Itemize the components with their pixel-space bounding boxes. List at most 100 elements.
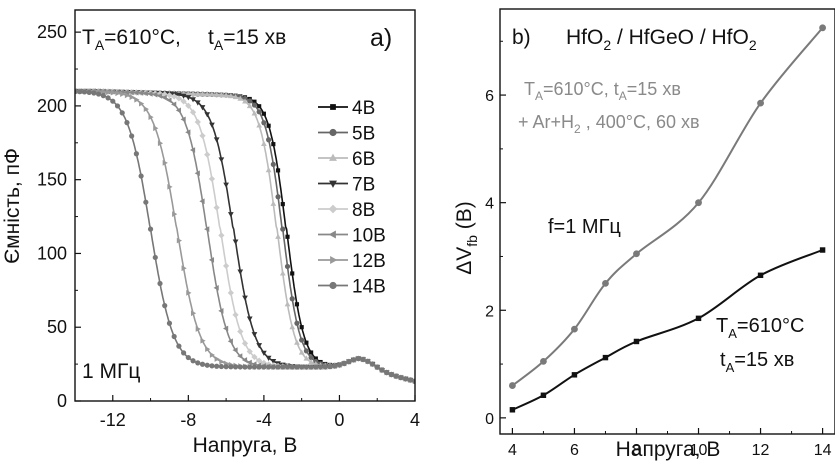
panel-b-x-tick-label: 10 xyxy=(690,442,708,459)
panel-a-point-8 xyxy=(147,226,154,232)
panel-b-point-gray xyxy=(757,99,764,107)
panel-a-point-6 xyxy=(156,92,163,99)
panel-a-point-6 xyxy=(152,91,158,98)
panel-a-point-1 xyxy=(275,168,281,173)
panel-a-point-7 xyxy=(181,265,187,272)
panel-a-point-8 xyxy=(303,364,309,370)
panel-a-point-8 xyxy=(317,364,324,370)
panel-a-point-8 xyxy=(129,133,135,139)
panel-a-point-4 xyxy=(256,343,263,349)
panel-a-point-6 xyxy=(137,90,144,96)
panel-a-point-8 xyxy=(237,364,243,370)
panel-a-point-3 xyxy=(227,92,234,99)
panel-b-point-black xyxy=(509,407,516,413)
panel-a-point-4 xyxy=(185,95,192,101)
panel-b-point-black xyxy=(819,247,826,253)
panel-a-corner-label: 1 МГц xyxy=(82,360,140,383)
panel-a-point-5 xyxy=(175,95,183,102)
panel-b-x-axis-label: Напруга, В xyxy=(616,438,721,461)
panel-a-point-2 xyxy=(275,194,281,200)
panel-b-point-black xyxy=(757,272,764,279)
panel-a-legend-label: 4В xyxy=(352,98,375,119)
panel-a-point-4 xyxy=(213,137,220,143)
panel-a-point-8 xyxy=(100,93,106,99)
panel-a-point-8 xyxy=(261,364,267,370)
panel-b-annotation-temp: TA=610°C xyxy=(716,315,804,341)
panel-a-point-7 xyxy=(186,289,192,296)
panel-a-point-3 xyxy=(213,91,220,97)
panel-a-point-8 xyxy=(166,320,173,326)
panel-a-point-8 xyxy=(228,364,234,370)
panel-a-point-2 xyxy=(299,337,305,343)
panel-a-point-4 xyxy=(218,157,225,163)
panel-a-legend-label: 8В xyxy=(352,200,375,221)
panel-a-point-1 xyxy=(294,302,300,307)
panel-a-point-5 xyxy=(256,357,263,364)
panel-a-point-3 xyxy=(275,233,281,239)
panel-b-point-black xyxy=(602,354,609,361)
panel-b-x-tick-label: 4 xyxy=(508,442,517,459)
panel-a-x-ticks: -12 -8 -4 0 4 xyxy=(74,395,420,430)
panel-a-point-2 xyxy=(308,354,314,361)
panel-a-point-3 xyxy=(261,140,267,146)
panel-a-y-tick-label: 0 xyxy=(57,391,67,411)
panel-a-point-7 xyxy=(167,183,173,190)
panel-a-x-tick-label: -4 xyxy=(256,410,272,430)
panel-a-point-1 xyxy=(290,271,295,276)
panel-a-point-3 xyxy=(242,98,248,104)
panel-a-point-8 xyxy=(379,367,385,373)
panel-b-x-tick-label: 12 xyxy=(752,442,770,459)
panel-a-point-3 xyxy=(284,301,291,307)
panel-a-point-1 xyxy=(261,111,266,116)
panel-a-x-tick-label: 0 xyxy=(334,410,344,430)
panel-a-point-2 xyxy=(261,120,267,126)
panel-a-point-6 xyxy=(241,357,248,363)
panel-b-annotation-gray: TA=610°C, tA=15 хв xyxy=(524,79,681,103)
panel-a-point-8 xyxy=(341,360,347,367)
panel-a-point-6 xyxy=(232,347,238,353)
panel-a-point-8 xyxy=(119,110,125,116)
panel-a-legend-marker xyxy=(328,230,336,239)
panel-a-point-2 xyxy=(289,296,295,302)
panel-a-point-8 xyxy=(289,364,295,370)
panel-a-point-8 xyxy=(138,173,144,179)
panel-a-point-6 xyxy=(171,101,177,108)
panel-b-point-gray xyxy=(509,382,516,389)
panel-a-legend-marker xyxy=(328,204,338,214)
panel-a-y-tick-label: 150 xyxy=(37,170,67,190)
panel-a-point-7 xyxy=(148,114,154,120)
panel-a-point-8 xyxy=(284,364,291,370)
panel-a-point-4 xyxy=(209,122,215,128)
panel-a-point-6 xyxy=(189,147,196,153)
panel-a-point-8 xyxy=(152,254,158,261)
panel-b-label: b) xyxy=(512,26,531,49)
panel-a-point-4 xyxy=(190,97,196,103)
panel-a-point-6 xyxy=(175,107,181,114)
panel-a-point-8 xyxy=(251,364,258,370)
panel-a-point-3 xyxy=(204,91,211,97)
panel-a-point-3 xyxy=(232,93,239,100)
panel-b-x-tick-label: 8 xyxy=(632,442,641,459)
panel-a-point-8 xyxy=(346,359,352,365)
panel-a-point-5 xyxy=(213,204,220,211)
panel-a-point-3 xyxy=(223,92,229,98)
panel-a-point-1 xyxy=(304,340,309,345)
panel-a-point-8 xyxy=(96,91,102,97)
panel-a-point-7 xyxy=(105,89,112,96)
panel-b-y-tick-label: 6 xyxy=(485,88,494,105)
panel-a-legend-marker xyxy=(329,128,337,137)
panel-b-x-tick-label: 6 xyxy=(570,442,579,459)
panel-a-point-7 xyxy=(190,310,197,317)
panel-a-point-8 xyxy=(398,374,404,381)
panel-a-y-axis-label: Ємність, пФ xyxy=(1,148,24,264)
panel-a-point-7 xyxy=(209,352,216,358)
panel-a-x-tick-label: -8 xyxy=(180,410,196,430)
panel-a-point-8 xyxy=(256,364,262,370)
panel-a-point-7 xyxy=(157,140,164,147)
panel-a-point-4 xyxy=(237,269,244,275)
panel-a-x-axis-label: Напруга, В xyxy=(193,434,298,457)
panel-a-point-8 xyxy=(171,333,177,340)
panel-a-point-3 xyxy=(294,339,300,345)
panel-a-point-3 xyxy=(279,270,286,276)
